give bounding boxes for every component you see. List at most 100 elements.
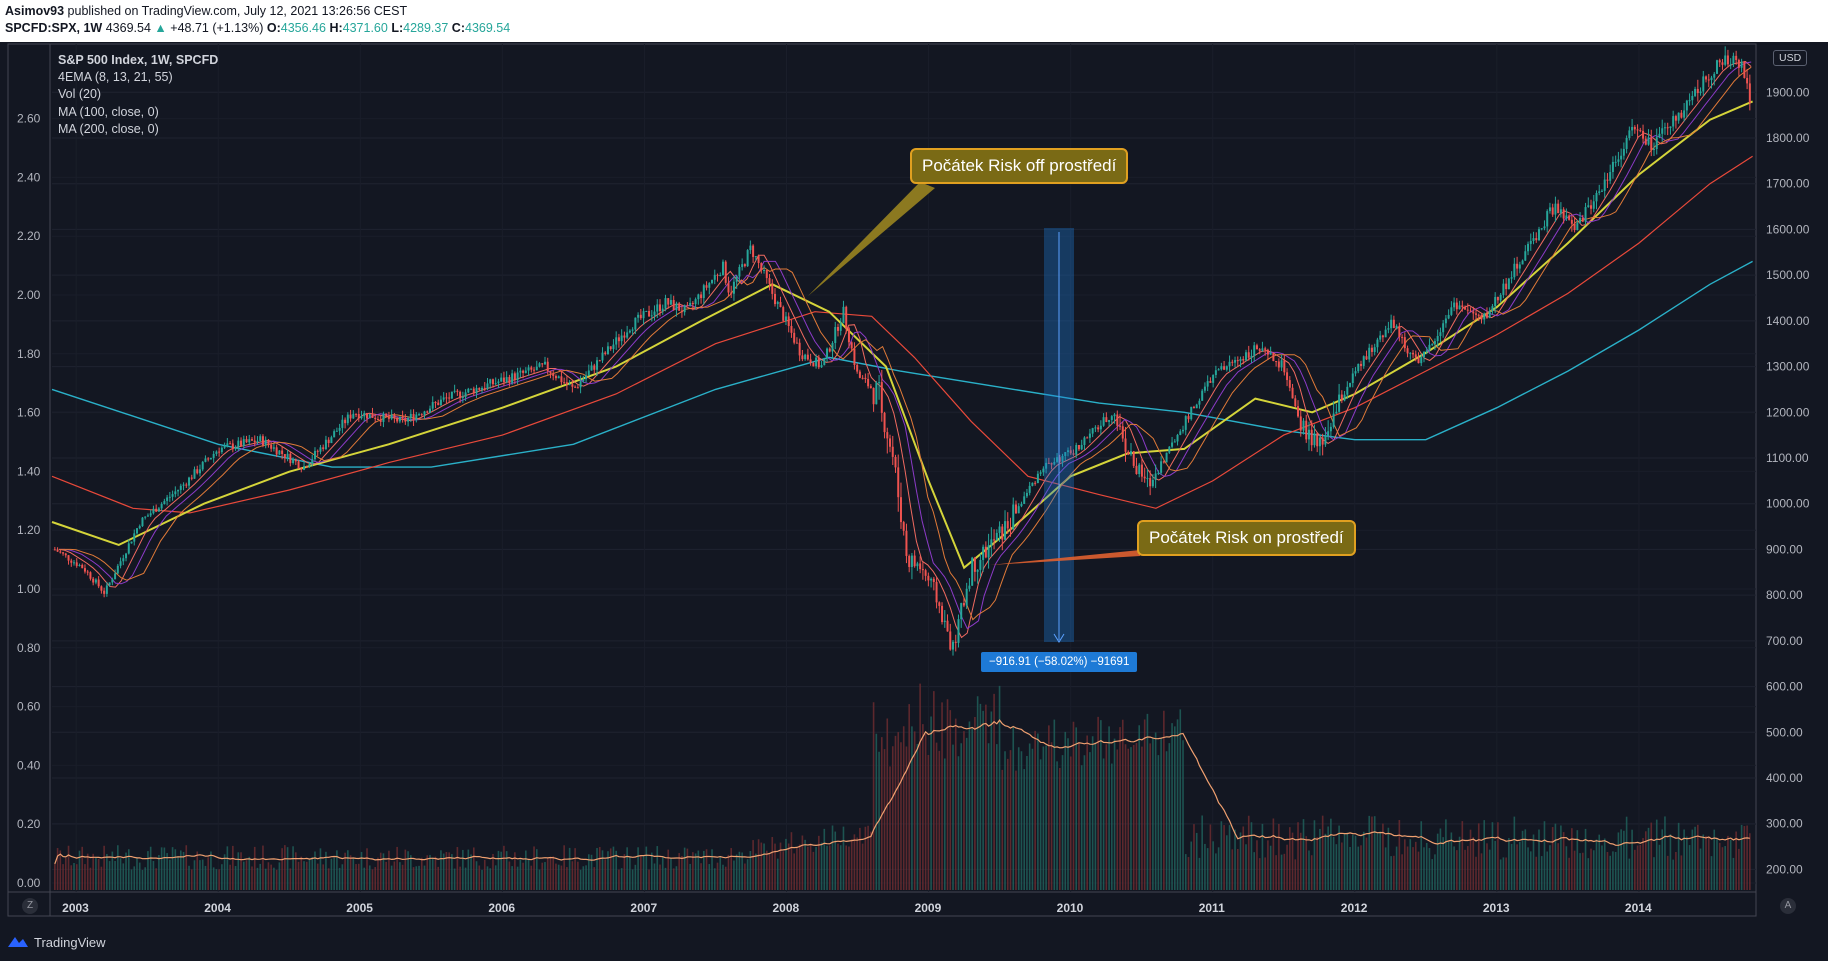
candle-body (1494, 296, 1497, 307)
symbol-label[interactable]: SPCFD:SPX, 1W (5, 21, 103, 35)
candle-body (1140, 464, 1143, 477)
candle-body (853, 348, 856, 366)
legend-volume[interactable]: Vol (20) (58, 87, 102, 102)
candle-body (127, 543, 130, 554)
candle-body (431, 402, 434, 409)
candle-body (839, 323, 842, 331)
legend-title[interactable]: S&P 500 Index, 1W, SPCFD (58, 53, 219, 67)
candle-body (686, 305, 689, 307)
candle-body (1680, 112, 1683, 118)
candle-body (1006, 521, 1009, 529)
legend-ma200[interactable]: MA (200, close, 0) (58, 121, 159, 136)
candle-body (130, 541, 133, 544)
scale-tick-label: 1.00 (17, 582, 41, 596)
measure-label[interactable]: −916.91 (−58.02%) −91691 (981, 652, 1138, 672)
candle-body (1034, 482, 1037, 484)
publisher-name[interactable]: Asimov93 (5, 4, 65, 18)
candle-body (505, 377, 508, 383)
candle-body (396, 418, 399, 422)
time-axis[interactable]: 2003 2004 2005 2006 2007 2008 2009 2010 2011 2012… (62, 901, 1652, 915)
tradingview-brand[interactable]: TradingView (34, 935, 106, 950)
candle-body (270, 444, 273, 449)
candle-body (768, 278, 771, 284)
candle-body (185, 484, 188, 486)
candle-body (552, 373, 555, 376)
candle-body (1201, 390, 1204, 401)
candle-body (1505, 283, 1508, 290)
candle-body (1461, 305, 1464, 308)
price-tick-label: 1800.00 (1766, 131, 1810, 145)
candle-body (1647, 137, 1650, 145)
candle-body (1277, 361, 1280, 368)
auto-scale-right-button[interactable]: A (1780, 898, 1796, 914)
candle-body (1365, 356, 1368, 360)
measure-tool[interactable] (1044, 228, 1074, 643)
candle-body (1077, 445, 1080, 450)
candle-body (489, 379, 492, 384)
candle-body (1707, 79, 1710, 81)
candle-body (1171, 442, 1174, 447)
candlesticks (53, 46, 1751, 656)
currency-badge[interactable]: USD (1773, 50, 1808, 66)
candle-body (231, 443, 234, 450)
candle-body (316, 450, 319, 452)
price-tick-label: 800.00 (1766, 588, 1803, 602)
candle-body (1576, 222, 1579, 231)
left-scale-axis[interactable]: 2.60 2.40 2.20 2.00 1.80 1.60 1.40 1.20 1.00 0.80… (17, 112, 41, 890)
candle-body (708, 283, 711, 288)
candle-body (1168, 446, 1171, 453)
candle-body (448, 397, 451, 399)
candle-body (116, 565, 119, 574)
auto-scale-left-button[interactable]: Z (22, 898, 38, 914)
candle-body (1672, 116, 1675, 127)
candle-body (1275, 361, 1278, 363)
candle-body (596, 360, 599, 370)
candle-body (1239, 358, 1242, 362)
candle-body (368, 413, 371, 419)
candle-body (935, 581, 938, 603)
candle-body (250, 439, 253, 441)
candle-body (278, 450, 281, 455)
candle-body (1116, 414, 1119, 426)
price-chart[interactable]: 1900.00 1800.00 1700.00 1600.00 1500.00 1400.… (0, 42, 1828, 922)
candle-body (415, 414, 418, 421)
candle-body (850, 342, 853, 349)
candle-body (1234, 360, 1237, 363)
candle-body (409, 413, 412, 419)
candle-body (1343, 394, 1346, 401)
candle-body (502, 377, 505, 383)
candle-body (1548, 207, 1551, 212)
ma100-line (51, 155, 1753, 514)
candle-body (352, 413, 355, 419)
candle-body (664, 298, 667, 309)
candle-body (582, 379, 585, 382)
candle-body (83, 568, 86, 572)
candle-body (702, 285, 705, 299)
candle-body (741, 264, 744, 267)
candle-body (763, 269, 766, 271)
candle-body (949, 631, 952, 650)
candle-body (360, 416, 363, 419)
candle-body (1428, 344, 1431, 351)
candle-body (459, 391, 462, 398)
candle-body (1182, 429, 1185, 432)
candle-body (119, 561, 122, 566)
risk-off-callout[interactable]: Počátek Risk off prostředí (910, 148, 1129, 184)
candle-body (349, 414, 352, 419)
tradingview-logo-icon[interactable] (6, 933, 30, 949)
candle-body (1442, 323, 1445, 333)
candle-body (1702, 76, 1705, 92)
risk-on-callout[interactable]: Počátek Risk on prostředí (1137, 520, 1356, 556)
candle-body (53, 549, 56, 551)
legend-ma100[interactable]: MA (100, close, 0) (58, 104, 159, 119)
candle-body (891, 446, 894, 457)
candle-body (957, 619, 960, 643)
candle-body (272, 447, 275, 449)
right-price-axis[interactable]: 1900.00 1800.00 1700.00 1600.00 1500.00 1400.… (1766, 85, 1810, 876)
legend-ema[interactable]: 4EMA (8, 13, 21, 55) (58, 70, 173, 85)
candle-body (765, 269, 768, 279)
candle-body (1294, 398, 1297, 407)
candle-body (1450, 307, 1453, 315)
candle-body (645, 311, 648, 313)
candle-body (1570, 219, 1573, 224)
